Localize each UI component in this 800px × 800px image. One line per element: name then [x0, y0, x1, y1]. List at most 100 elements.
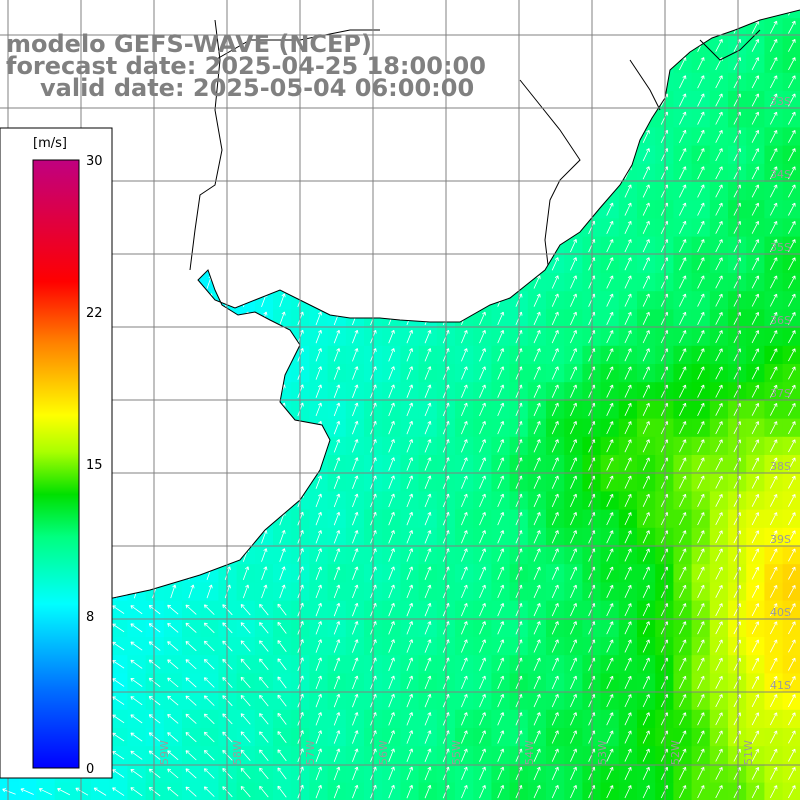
- wind-arrow: [461, 693, 468, 708]
- speed-cell: [764, 291, 784, 310]
- wind-arrow: [479, 639, 486, 653]
- wind-arrow: [551, 257, 559, 271]
- wind-arrow: [606, 730, 614, 744]
- wind-arrow: [606, 748, 614, 762]
- wind-arrow: [497, 366, 505, 380]
- wind-arrow: [185, 677, 197, 688]
- speed-cell: [709, 273, 729, 292]
- speed-cell: [673, 273, 693, 292]
- wind-arrow: [167, 695, 179, 706]
- wind-arrow: [38, 788, 52, 796]
- speed-cell: [709, 382, 729, 401]
- speed-cell: [746, 455, 765, 474]
- speed-cell: [673, 691, 693, 711]
- wind-arrow: [461, 511, 468, 526]
- speed-cell: [236, 782, 256, 800]
- wind-arrow: [570, 238, 577, 253]
- wind-arrow: [570, 384, 577, 398]
- speed-cell: [200, 782, 219, 800]
- speed-cell: [691, 291, 711, 310]
- speed-cell: [764, 691, 784, 711]
- speed-cell: [709, 436, 729, 456]
- wind-arrow: [551, 420, 559, 435]
- wind-arrow: [352, 784, 359, 799]
- speed-cell: [746, 709, 765, 729]
- wind-arrow: [624, 639, 632, 653]
- wind-arrow: [333, 348, 341, 362]
- wind-arrow: [769, 202, 778, 216]
- wind-arrow: [479, 675, 486, 690]
- wind-arrow: [388, 566, 395, 580]
- wind-arrow: [570, 712, 577, 726]
- wind-arrow: [388, 511, 395, 526]
- wind-arrow: [606, 421, 614, 435]
- wind-arrow: [203, 750, 215, 761]
- wind-arrow: [203, 768, 215, 779]
- wind-arrow: [642, 275, 650, 289]
- wind-arrow: [715, 366, 723, 380]
- wind-arrow: [188, 584, 195, 599]
- wind-arrow: [788, 93, 796, 107]
- wind-arrow: [461, 621, 468, 635]
- wind-arrow: [148, 677, 161, 688]
- speed-cell: [673, 709, 693, 729]
- wind-arrow: [697, 184, 705, 198]
- wind-arrow: [277, 785, 287, 798]
- wind-arrow: [352, 420, 359, 435]
- colorbar-gradient: [32, 159, 80, 769]
- wind-arrow: [606, 766, 614, 780]
- wind-arrow: [642, 712, 650, 726]
- wind-arrow: [788, 694, 796, 708]
- wind-arrow: [624, 439, 632, 453]
- wind-arrow: [606, 257, 614, 271]
- wind-arrow: [570, 293, 577, 307]
- wind-arrow: [769, 657, 778, 671]
- wind-arrow: [751, 566, 760, 580]
- wind-arrow: [20, 788, 34, 795]
- wind-arrow: [130, 714, 143, 724]
- wind-arrow: [751, 621, 760, 635]
- wind-arrow: [715, 293, 723, 307]
- longitude-label: 51W: [742, 740, 755, 765]
- wind-arrow: [461, 784, 468, 799]
- speed-cell: [691, 309, 711, 329]
- wind-arrow: [461, 584, 468, 599]
- speed-cell: [709, 746, 729, 765]
- wind-arrow: [697, 239, 705, 253]
- speed-cell: [764, 564, 784, 583]
- wind-arrow: [259, 785, 269, 798]
- wind-arrow: [461, 548, 468, 562]
- speed-cell: [764, 236, 784, 256]
- wind-arrow: [679, 111, 687, 125]
- speed-cell: [691, 455, 711, 474]
- wind-arrow: [185, 713, 197, 724]
- wind-arrow: [769, 621, 778, 635]
- wind-arrow: [697, 202, 705, 216]
- speed-cell: [673, 455, 693, 474]
- wind-arrow: [715, 402, 723, 416]
- speed-cell: [691, 691, 711, 711]
- wind-arrow: [715, 166, 723, 180]
- wind-arrow: [461, 457, 468, 471]
- wind-arrow: [333, 712, 341, 726]
- wind-arrow: [624, 202, 632, 216]
- wind-arrow: [788, 184, 796, 198]
- wind-arrow: [167, 768, 179, 779]
- wind-arrow: [533, 475, 541, 489]
- wind-arrow: [606, 202, 614, 216]
- wind-arrow: [751, 184, 760, 198]
- wind-arrow: [148, 641, 161, 651]
- speed-cell: [709, 145, 729, 165]
- speed-cell: [691, 91, 711, 110]
- wind-arrow: [333, 402, 341, 417]
- speed-cell: [673, 345, 693, 365]
- wind-arrow: [352, 348, 359, 362]
- wind-arrow: [497, 457, 505, 471]
- wind-arrow: [642, 184, 650, 198]
- wind-arrow: [551, 602, 559, 617]
- wind-arrow: [406, 784, 414, 799]
- wind-arrow: [769, 603, 778, 617]
- wind-arrow: [479, 457, 486, 471]
- wind-arrow: [715, 384, 723, 398]
- speed-cell: [673, 254, 693, 274]
